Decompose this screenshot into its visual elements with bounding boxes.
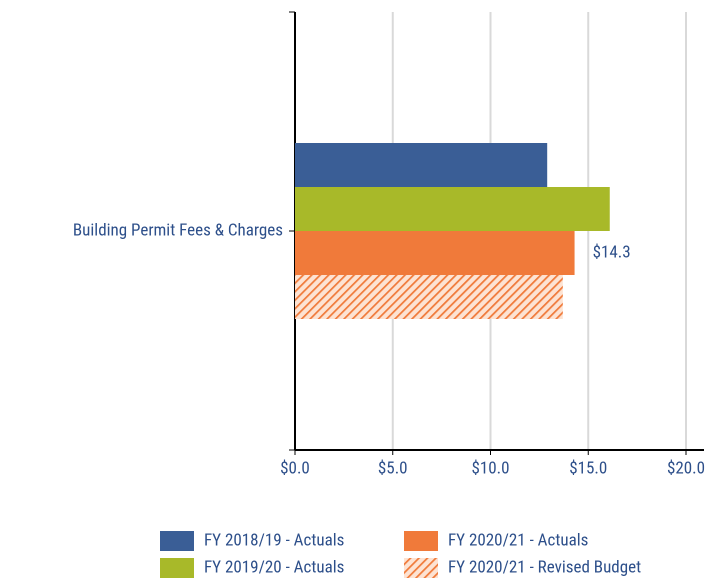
- legend-swatch: [160, 531, 194, 551]
- x-tick-label: $0.0: [280, 458, 310, 478]
- legend-swatch: [404, 531, 438, 551]
- legend-swatch: [404, 558, 438, 578]
- x-tick-label: $5.0: [378, 458, 408, 478]
- data-label: $14.3: [593, 242, 631, 262]
- x-tick-label: $20.0: [667, 458, 705, 478]
- x-tick-label: $10.0: [471, 458, 509, 478]
- bar: [295, 143, 548, 187]
- legend-swatch: [160, 558, 194, 578]
- y-tick-label: Building Permit Fees & Charges: [73, 220, 283, 240]
- bar: [295, 275, 563, 319]
- legend-label: FY 2020/21 - Actuals: [448, 530, 588, 550]
- legend-label: FY 2020/21 - Revised Budget: [448, 557, 641, 577]
- bar: [295, 231, 575, 275]
- legend-label: FY 2018/19 - Actuals: [204, 530, 344, 550]
- x-tick-label: $15.0: [569, 458, 607, 478]
- bar: [295, 187, 610, 231]
- legend-label: FY 2019/20 - Actuals: [204, 557, 344, 577]
